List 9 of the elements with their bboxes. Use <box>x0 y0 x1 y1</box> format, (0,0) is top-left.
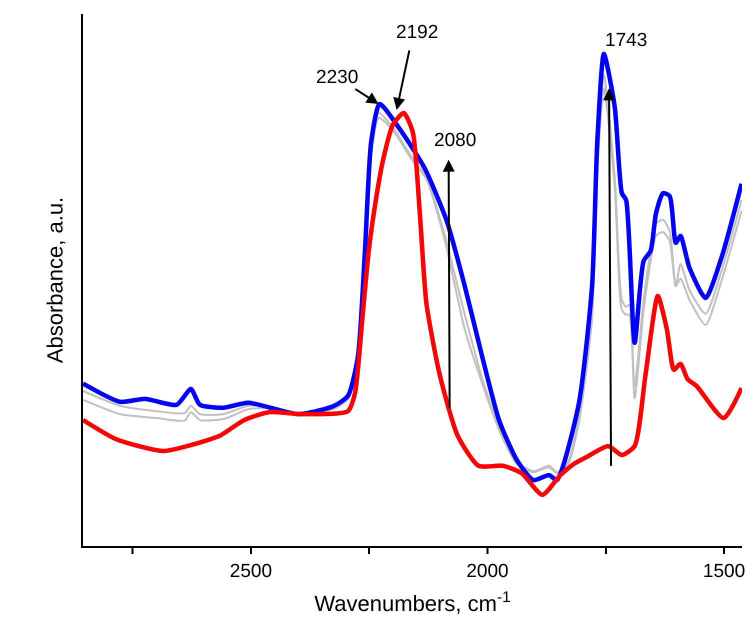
annotation: 2230 <box>316 67 358 88</box>
x-tick-label: 1500 <box>702 560 746 582</box>
y-axis-title: Absorbance, a.u. <box>42 196 68 364</box>
annotation: 2192 <box>396 22 438 43</box>
annotation: 1743 <box>605 30 648 51</box>
x-axis-title: Wavenumbers, cm$^{-1}$ <box>314 588 511 616</box>
x-tick-label: 2000 <box>466 560 509 582</box>
annotation: 2080 <box>434 130 476 151</box>
x-tick-label: 2500 <box>230 560 272 582</box>
